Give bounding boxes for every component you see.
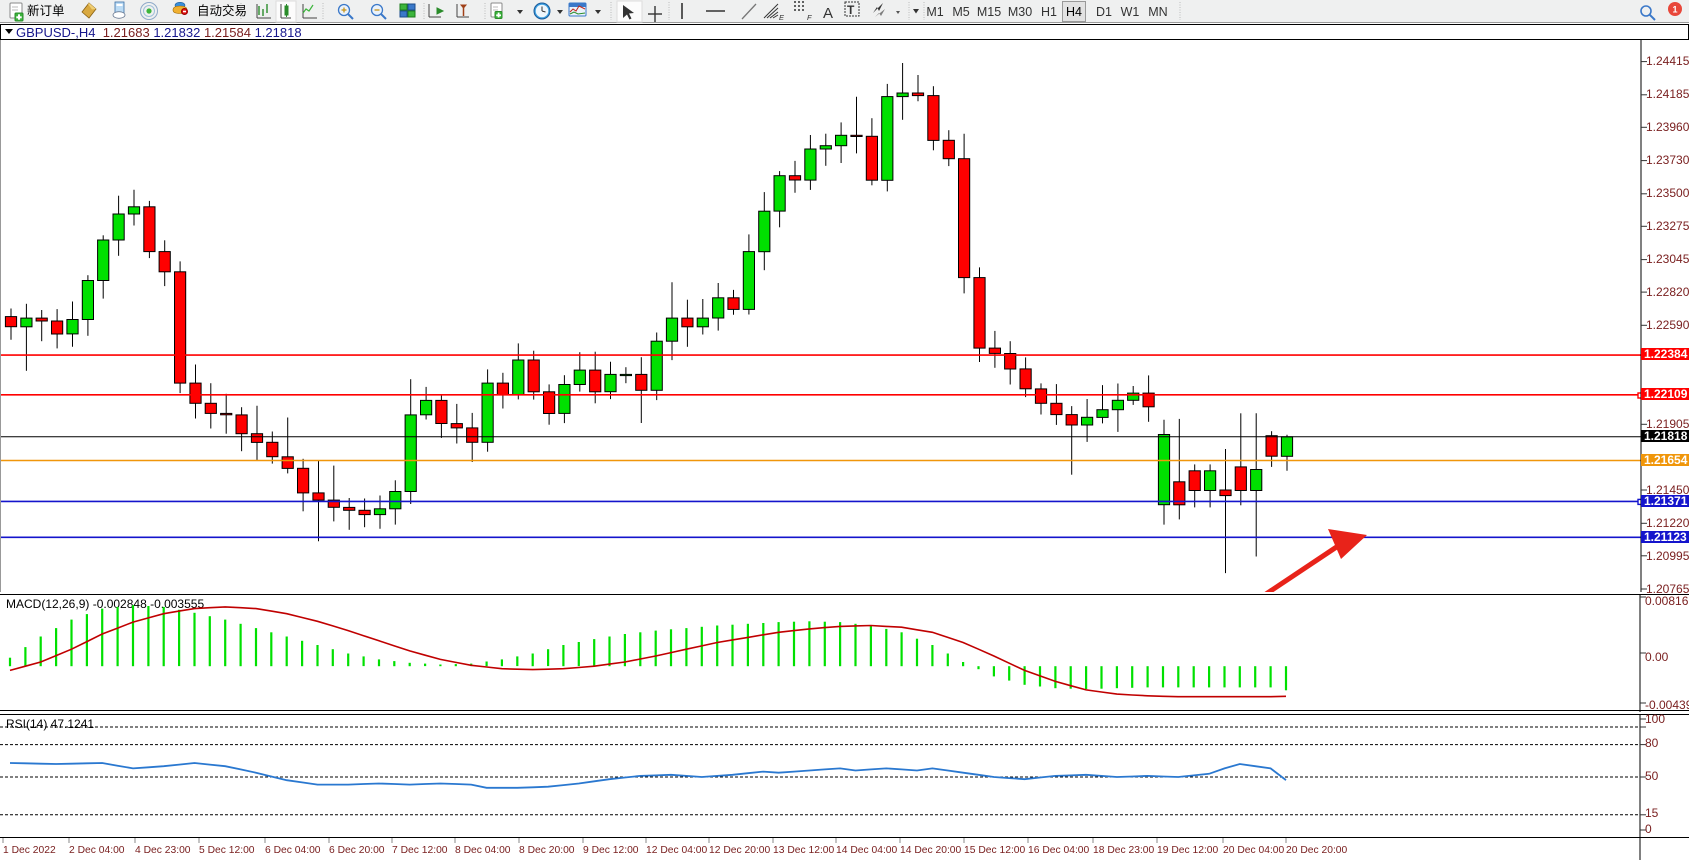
svg-text:1: 1 <box>1672 5 1677 15</box>
